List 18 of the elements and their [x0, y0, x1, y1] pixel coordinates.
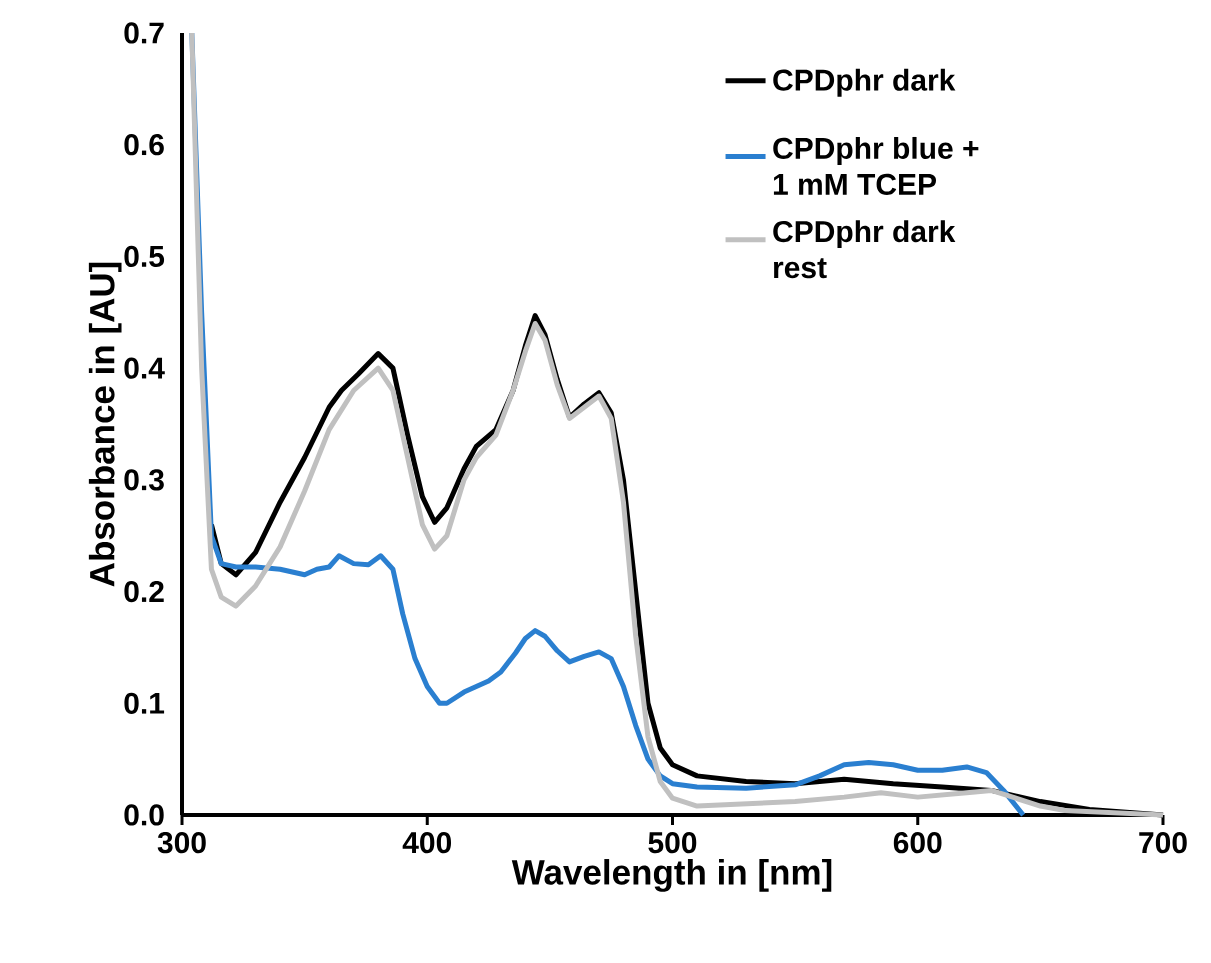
- x-tick-label: 500: [648, 832, 697, 854]
- y-tick-label: 0.6: [124, 134, 164, 156]
- y-tick-label: 0.5: [124, 245, 165, 268]
- y-tick-label: 0.1: [124, 692, 165, 714]
- y-tick-label: 0.0: [124, 804, 164, 826]
- y-tick-label: 0.3: [124, 469, 164, 491]
- x-tick-label: 600: [893, 832, 942, 854]
- x-tick-label: 400: [402, 832, 452, 854]
- x-tick-label: 300: [157, 832, 206, 854]
- x-axis-title: Wavelength in [nm]: [511, 859, 832, 892]
- y-tick-label: 0.7: [124, 22, 164, 44]
- legend-label: CPDphr blue + 1 mM TCEP: [773, 136, 979, 195]
- y-tick-label: 0.2: [124, 580, 164, 603]
- x-tick-label: 700: [1139, 832, 1187, 854]
- y-axis-title: Absorbance in [AU]: [88, 262, 122, 587]
- legend-label: CPDphr dark rest: [773, 220, 956, 279]
- legend-label: CPDphr dark: [773, 68, 956, 97]
- y-tick-label: 0.4: [124, 357, 165, 379]
